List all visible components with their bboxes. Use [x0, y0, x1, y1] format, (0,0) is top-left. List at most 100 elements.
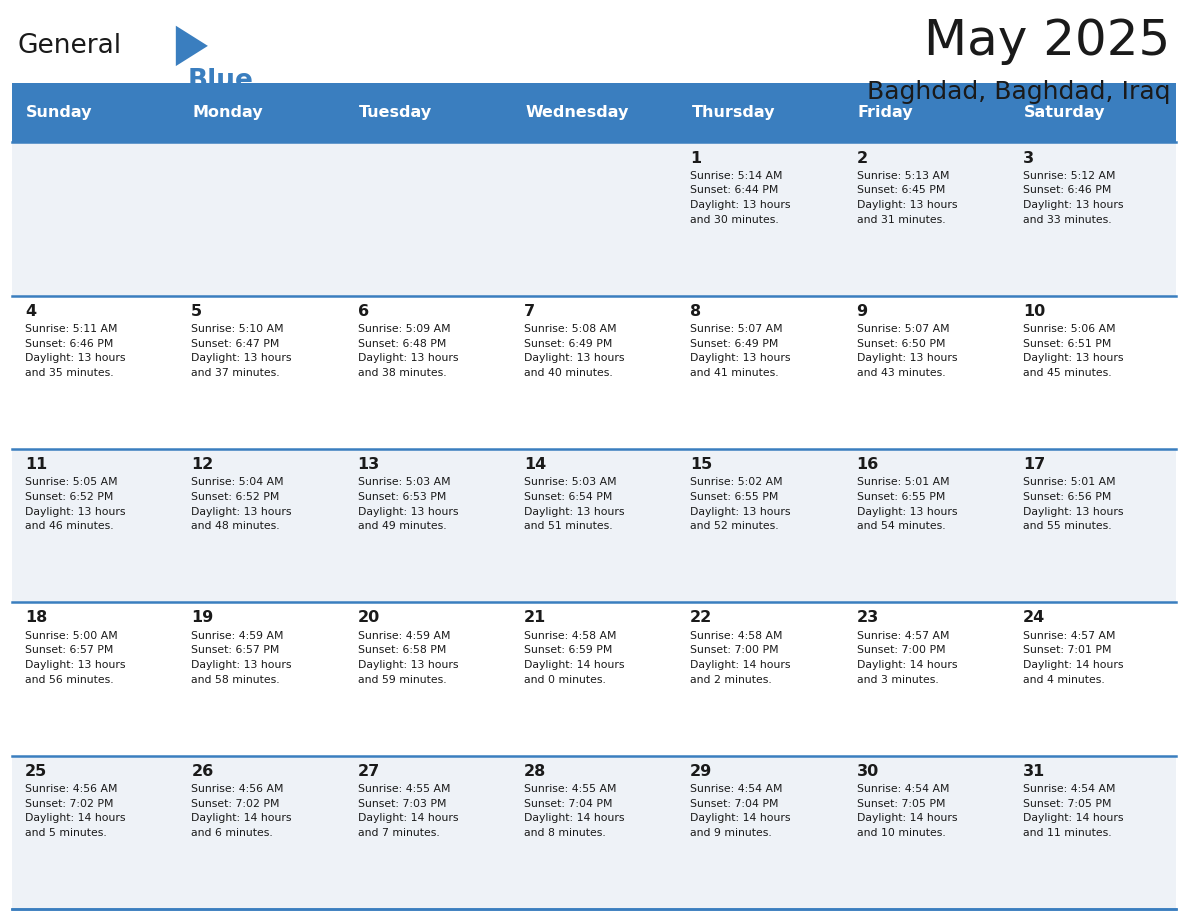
FancyBboxPatch shape — [178, 296, 345, 449]
Text: Baghdad, Baghdad, Iraq: Baghdad, Baghdad, Iraq — [867, 80, 1170, 104]
Text: 28: 28 — [524, 764, 546, 778]
Text: Monday: Monday — [192, 105, 263, 120]
Text: Sunrise: 4:57 AM: Sunrise: 4:57 AM — [857, 631, 949, 641]
Text: Sunrise: 4:55 AM: Sunrise: 4:55 AM — [524, 784, 617, 794]
Text: Sunrise: 5:02 AM: Sunrise: 5:02 AM — [690, 477, 783, 487]
Text: and 58 minutes.: and 58 minutes. — [191, 675, 280, 685]
FancyBboxPatch shape — [345, 756, 511, 909]
Text: Sunset: 6:44 PM: Sunset: 6:44 PM — [690, 185, 778, 196]
Text: Sunset: 6:47 PM: Sunset: 6:47 PM — [191, 339, 279, 349]
Text: Sunrise: 5:03 AM: Sunrise: 5:03 AM — [524, 477, 617, 487]
FancyBboxPatch shape — [677, 602, 843, 756]
FancyBboxPatch shape — [345, 296, 511, 449]
FancyBboxPatch shape — [511, 449, 677, 602]
Text: Daylight: 13 hours: Daylight: 13 hours — [1023, 353, 1124, 364]
Text: Daylight: 13 hours: Daylight: 13 hours — [25, 353, 126, 364]
Text: and 9 minutes.: and 9 minutes. — [690, 828, 772, 838]
FancyBboxPatch shape — [178, 602, 345, 756]
Text: 10: 10 — [1023, 304, 1045, 319]
Text: 24: 24 — [1023, 610, 1045, 625]
Text: Sunset: 7:00 PM: Sunset: 7:00 PM — [690, 645, 779, 655]
FancyBboxPatch shape — [843, 449, 1010, 602]
FancyBboxPatch shape — [511, 296, 677, 449]
FancyBboxPatch shape — [345, 142, 511, 296]
Text: Daylight: 13 hours: Daylight: 13 hours — [25, 660, 126, 670]
Text: and 52 minutes.: and 52 minutes. — [690, 521, 779, 532]
FancyBboxPatch shape — [843, 142, 1010, 296]
Text: Blue: Blue — [188, 68, 253, 94]
FancyBboxPatch shape — [1010, 296, 1176, 449]
Text: and 3 minutes.: and 3 minutes. — [857, 675, 939, 685]
Text: Sunset: 6:46 PM: Sunset: 6:46 PM — [1023, 185, 1111, 196]
Text: Sunset: 6:49 PM: Sunset: 6:49 PM — [524, 339, 612, 349]
Text: Sunset: 6:56 PM: Sunset: 6:56 PM — [1023, 492, 1111, 502]
FancyBboxPatch shape — [12, 83, 178, 142]
Text: and 49 minutes.: and 49 minutes. — [358, 521, 447, 532]
FancyBboxPatch shape — [178, 83, 345, 142]
Text: and 11 minutes.: and 11 minutes. — [1023, 828, 1112, 838]
Text: Sunset: 6:53 PM: Sunset: 6:53 PM — [358, 492, 446, 502]
Text: Sunrise: 5:12 AM: Sunrise: 5:12 AM — [1023, 171, 1116, 181]
FancyBboxPatch shape — [1010, 756, 1176, 909]
FancyBboxPatch shape — [843, 83, 1010, 142]
FancyBboxPatch shape — [843, 296, 1010, 449]
Text: Sunset: 6:50 PM: Sunset: 6:50 PM — [857, 339, 944, 349]
Text: Sunday: Sunday — [26, 105, 93, 120]
Text: Sunrise: 5:13 AM: Sunrise: 5:13 AM — [857, 171, 949, 181]
Text: 19: 19 — [191, 610, 214, 625]
Text: Sunrise: 4:57 AM: Sunrise: 4:57 AM — [1023, 631, 1116, 641]
Text: Daylight: 13 hours: Daylight: 13 hours — [857, 200, 958, 210]
Text: Daylight: 13 hours: Daylight: 13 hours — [524, 353, 625, 364]
Text: Sunrise: 5:06 AM: Sunrise: 5:06 AM — [1023, 324, 1116, 334]
Text: 13: 13 — [358, 457, 380, 472]
Text: 27: 27 — [358, 764, 380, 778]
Text: 23: 23 — [857, 610, 879, 625]
Text: Sunset: 6:52 PM: Sunset: 6:52 PM — [25, 492, 113, 502]
Text: Thursday: Thursday — [691, 105, 775, 120]
Text: Sunset: 6:45 PM: Sunset: 6:45 PM — [857, 185, 944, 196]
Text: and 59 minutes.: and 59 minutes. — [358, 675, 447, 685]
Text: Daylight: 13 hours: Daylight: 13 hours — [524, 507, 625, 517]
Text: 11: 11 — [25, 457, 48, 472]
Text: Sunset: 7:03 PM: Sunset: 7:03 PM — [358, 799, 446, 809]
Text: Sunrise: 4:58 AM: Sunrise: 4:58 AM — [690, 631, 783, 641]
Text: Sunrise: 5:00 AM: Sunrise: 5:00 AM — [25, 631, 118, 641]
FancyBboxPatch shape — [12, 449, 178, 602]
Text: Daylight: 13 hours: Daylight: 13 hours — [191, 660, 292, 670]
Text: Sunrise: 5:14 AM: Sunrise: 5:14 AM — [690, 171, 783, 181]
Text: 29: 29 — [690, 764, 713, 778]
FancyBboxPatch shape — [178, 449, 345, 602]
Text: and 35 minutes.: and 35 minutes. — [25, 368, 114, 378]
Text: Sunset: 6:49 PM: Sunset: 6:49 PM — [690, 339, 778, 349]
FancyBboxPatch shape — [677, 142, 843, 296]
FancyBboxPatch shape — [12, 142, 178, 296]
Text: and 56 minutes.: and 56 minutes. — [25, 675, 114, 685]
Text: 31: 31 — [1023, 764, 1045, 778]
Text: Daylight: 14 hours: Daylight: 14 hours — [25, 813, 126, 823]
Text: 14: 14 — [524, 457, 546, 472]
Text: Sunset: 6:55 PM: Sunset: 6:55 PM — [857, 492, 944, 502]
Text: Sunrise: 4:59 AM: Sunrise: 4:59 AM — [191, 631, 284, 641]
Text: and 31 minutes.: and 31 minutes. — [857, 215, 946, 225]
Text: Sunset: 6:46 PM: Sunset: 6:46 PM — [25, 339, 113, 349]
Text: and 43 minutes.: and 43 minutes. — [857, 368, 946, 378]
Text: 1: 1 — [690, 151, 701, 165]
Text: Daylight: 14 hours: Daylight: 14 hours — [690, 813, 791, 823]
Text: 3: 3 — [1023, 151, 1034, 165]
Text: 15: 15 — [690, 457, 713, 472]
FancyBboxPatch shape — [677, 449, 843, 602]
FancyBboxPatch shape — [12, 756, 178, 909]
Text: 20: 20 — [358, 610, 380, 625]
Text: and 48 minutes.: and 48 minutes. — [191, 521, 280, 532]
Text: Daylight: 13 hours: Daylight: 13 hours — [358, 507, 459, 517]
Text: Daylight: 13 hours: Daylight: 13 hours — [857, 507, 958, 517]
Text: and 38 minutes.: and 38 minutes. — [358, 368, 447, 378]
Text: Sunset: 6:58 PM: Sunset: 6:58 PM — [358, 645, 446, 655]
Text: 25: 25 — [25, 764, 48, 778]
FancyBboxPatch shape — [677, 296, 843, 449]
Text: 12: 12 — [191, 457, 214, 472]
FancyBboxPatch shape — [1010, 602, 1176, 756]
Text: Daylight: 14 hours: Daylight: 14 hours — [524, 660, 625, 670]
Text: 18: 18 — [25, 610, 48, 625]
Text: Sunset: 7:05 PM: Sunset: 7:05 PM — [1023, 799, 1111, 809]
